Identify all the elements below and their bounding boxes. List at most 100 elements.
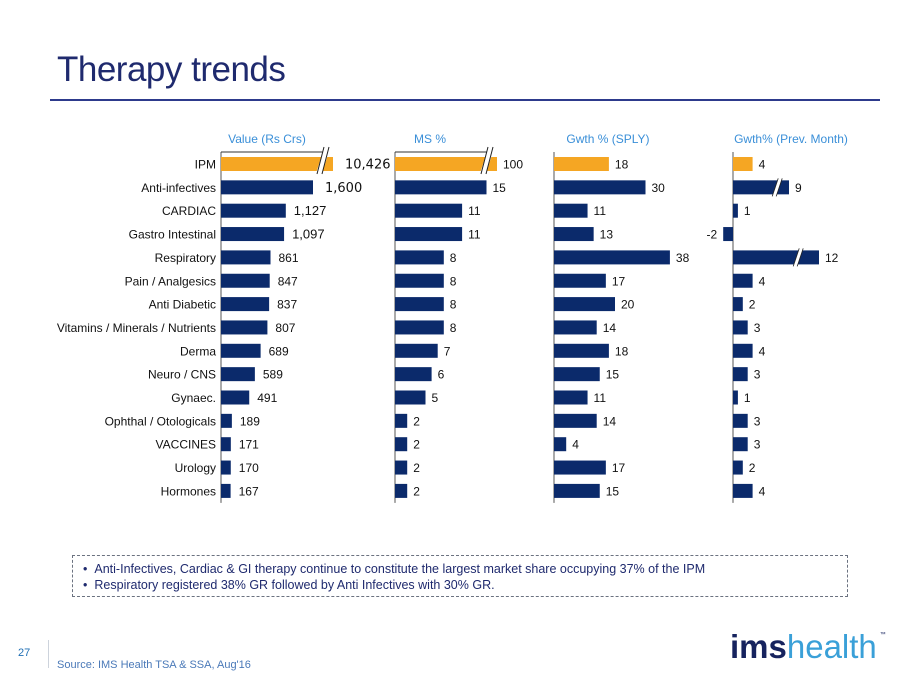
data-label: 13 xyxy=(600,228,614,242)
axis-break-gap xyxy=(793,248,804,267)
data-label: 167 xyxy=(239,484,259,498)
axis-break-gap xyxy=(772,178,783,197)
data-label: 10,426 xyxy=(345,158,391,173)
bar xyxy=(221,297,270,312)
bar xyxy=(395,460,408,475)
bar xyxy=(221,180,313,195)
data-label: 189 xyxy=(240,414,260,428)
axis-break-mark xyxy=(485,146,494,175)
data-label: 4 xyxy=(572,438,579,452)
bar xyxy=(395,343,438,358)
bar xyxy=(395,227,463,242)
data-label: 11 xyxy=(468,204,481,218)
data-label: 11 xyxy=(594,204,607,218)
imshealth-logo: imshealth ™ xyxy=(730,628,886,666)
bar xyxy=(221,320,268,335)
bar xyxy=(221,367,255,382)
bar xyxy=(554,157,609,171)
bar xyxy=(554,227,594,242)
bar xyxy=(395,273,444,288)
bar xyxy=(221,413,232,428)
data-label: 689 xyxy=(269,344,289,358)
bar xyxy=(221,343,261,358)
bar xyxy=(733,273,753,288)
bar xyxy=(395,413,408,428)
footer-divider xyxy=(48,640,49,668)
data-label: 11 xyxy=(594,391,607,405)
axis-break-mark xyxy=(321,146,330,175)
category-label: Anti Diabetic xyxy=(149,298,216,312)
bar xyxy=(221,157,333,171)
bar xyxy=(221,273,270,288)
bar xyxy=(733,343,753,358)
data-label: 17 xyxy=(612,274,626,288)
axis-break-mark xyxy=(771,178,779,197)
bar xyxy=(221,250,271,265)
bar xyxy=(395,203,463,218)
data-label: 3 xyxy=(754,368,761,382)
data-label: 1,097 xyxy=(292,227,325,242)
bar xyxy=(221,390,250,405)
data-label: 17 xyxy=(612,461,626,475)
axis-break-mark xyxy=(796,248,804,267)
bar xyxy=(554,203,588,218)
data-label: 861 xyxy=(279,251,299,265)
series-header: Gwth % (SPLY) xyxy=(566,132,649,146)
data-label: -2 xyxy=(707,228,718,242)
bar xyxy=(733,367,748,382)
series-header: Value (Rs Crs) xyxy=(228,132,306,146)
data-label: 2 xyxy=(413,414,420,428)
bar xyxy=(733,483,753,498)
data-label: 8 xyxy=(450,321,457,335)
data-label: 9 xyxy=(795,181,802,195)
category-label: CARDIAC xyxy=(162,204,216,218)
category-label: Derma xyxy=(180,344,216,358)
note-item: Anti-Infectives, Cardiac & GI therapy co… xyxy=(83,561,837,577)
data-label: 4 xyxy=(759,484,766,498)
data-label: 100 xyxy=(503,158,523,172)
data-label: 4 xyxy=(759,158,766,172)
bar xyxy=(554,413,597,428)
data-label: 8 xyxy=(450,298,457,312)
axis-break-mark xyxy=(316,146,325,175)
data-label: 589 xyxy=(263,368,283,382)
bar xyxy=(395,180,487,195)
data-label: 3 xyxy=(754,438,761,452)
category-label: Vitamins / Minerals / Nutrients xyxy=(57,321,216,335)
bar xyxy=(221,203,286,218)
bar xyxy=(554,437,567,452)
data-label: 18 xyxy=(615,344,629,358)
bar xyxy=(554,343,609,358)
axis-break-mark xyxy=(792,248,800,267)
bar xyxy=(733,297,743,312)
data-label: 2 xyxy=(749,298,756,312)
data-label: 15 xyxy=(606,484,620,498)
category-label: Urology xyxy=(175,461,216,475)
data-label: 5 xyxy=(432,391,439,405)
bar xyxy=(554,273,606,288)
bar xyxy=(221,483,231,498)
data-label: 1,600 xyxy=(325,181,362,196)
data-label: 1 xyxy=(744,204,751,218)
bar xyxy=(733,460,743,475)
bar xyxy=(733,390,738,405)
page-number: 27 xyxy=(18,647,31,659)
therapy-bar-charts: IPM Anti-infectives CARDIAC Gastro Intestin… xyxy=(57,132,848,503)
data-label: 7 xyxy=(444,344,451,358)
bar xyxy=(395,483,408,498)
bar xyxy=(733,203,738,218)
bar xyxy=(554,250,670,265)
bar xyxy=(395,367,432,382)
bar xyxy=(733,437,748,452)
data-label: 837 xyxy=(277,298,297,312)
data-label: 1 xyxy=(744,391,751,405)
data-label: 2 xyxy=(413,461,420,475)
data-label: 807 xyxy=(275,321,295,335)
data-label: 14 xyxy=(603,321,617,335)
bar xyxy=(733,320,748,335)
bar xyxy=(395,250,444,265)
data-label: 4 xyxy=(759,274,766,288)
data-label: 8 xyxy=(450,251,457,265)
category-label: Gastro Intestinal xyxy=(129,228,216,242)
data-label: 12 xyxy=(825,251,839,265)
